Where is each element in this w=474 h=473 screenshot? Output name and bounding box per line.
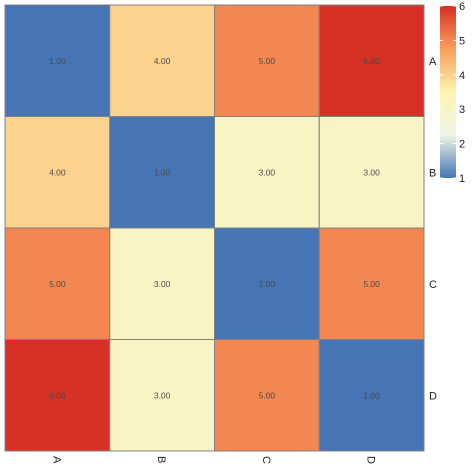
heatmap-cell-D-D [318, 339, 425, 452]
heatmap-cell-D-B [109, 339, 215, 452]
legend-tick-label-3: 3 [459, 104, 465, 116]
heatmap-cell-C-B [109, 227, 215, 340]
cell-label-C-D: 5.00 [363, 279, 380, 289]
cell-label-B-D: 3.00 [363, 167, 380, 177]
cell-label-D-A: 6.00 [49, 390, 66, 400]
legend-ticks: 1 2 3 4 5 6 [440, 1, 465, 185]
row-labels: A B C D [429, 56, 437, 403]
cell-label-B-B: 1.00 [154, 167, 171, 177]
cell-label-C-B: 3.00 [154, 279, 171, 289]
heatmap-cell-A-D [318, 4, 425, 117]
heatmap-cell-A-A [4, 4, 111, 117]
heatmap-cell-D-C [214, 339, 320, 452]
cell-label-C-A: 5.00 [49, 279, 66, 289]
column-label-A: A [50, 456, 62, 464]
cell-label-B-C: 3.00 [259, 167, 276, 177]
column-labels: A B C D [50, 456, 376, 464]
cell-label-D-C: 5.00 [259, 390, 276, 400]
cell-label-A-D: 6.00 [363, 56, 380, 66]
legend-tick-label-1: 1 [459, 173, 465, 185]
heatmap-cell-labels: 1.00 4.00 5.00 6.00 4.00 1.00 3.00 3.00 5.00 3.00… [49, 56, 380, 401]
column-label-B: B [155, 456, 167, 463]
column-label-C: C [260, 456, 272, 464]
cell-label-B-A: 4.00 [49, 167, 66, 177]
heatmap-cells [4, 4, 425, 452]
heatmap-cell-B-D [318, 116, 425, 229]
color-legend: 1 2 3 4 5 6 [440, 1, 465, 185]
cell-label-C-C: 1.00 [259, 279, 276, 289]
cell-label-A-B: 4.00 [154, 56, 171, 66]
legend-tick-label-6: 6 [459, 1, 465, 13]
cell-label-D-B: 3.00 [154, 390, 171, 400]
legend-color-bar [440, 6, 456, 178]
legend-tick-label-2: 2 [459, 139, 465, 151]
heatmap-cell-A-C [214, 4, 320, 117]
heatmap-cell-B-B [109, 116, 215, 229]
cell-label-A-A: 1.00 [49, 56, 66, 66]
heatmap-cell-C-D [318, 227, 425, 340]
row-label-D: D [429, 390, 437, 402]
cell-label-D-D: 1.00 [363, 390, 380, 400]
heatmap-cell-A-B [109, 4, 215, 117]
cell-label-A-C: 5.00 [259, 56, 276, 66]
row-label-B: B [429, 167, 436, 179]
legend-tick-label-5: 5 [459, 35, 465, 47]
row-label-C: C [429, 279, 437, 291]
heatmap-cell-D-A [4, 339, 111, 452]
row-label-A: A [429, 56, 437, 68]
heatmap-cell-B-A [4, 116, 111, 229]
legend-tick-label-4: 4 [459, 70, 465, 82]
column-label-D: D [365, 456, 377, 464]
